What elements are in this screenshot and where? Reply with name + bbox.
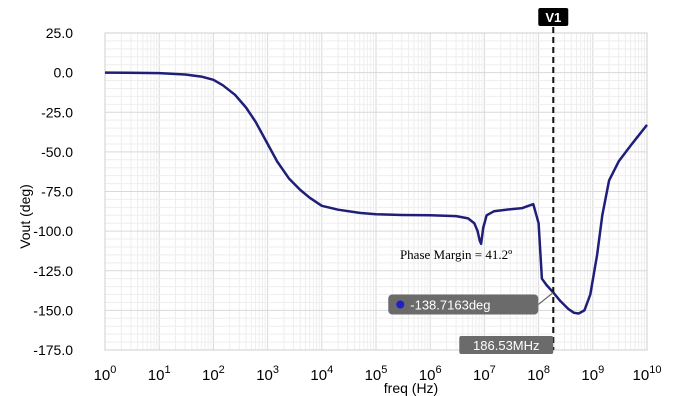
- y-tick-label: 25.0: [46, 25, 73, 41]
- y-tick-label: -50.0: [41, 144, 73, 160]
- x-axis-ticks: 100 101 102 103 104 105 106 107 108 109 1010: [94, 364, 662, 384]
- x-tick-label: 103: [256, 364, 279, 384]
- x-tick-label: 100: [94, 364, 117, 384]
- phase-margin-annotation: Phase Margin = 41.2º: [400, 247, 512, 262]
- x-tick-label: 108: [527, 364, 550, 384]
- x-axis-label: freq (Hz): [384, 380, 438, 396]
- cursor-frequency-label: 186.53MHz: [473, 338, 539, 353]
- x-tick-label: 105: [365, 364, 388, 384]
- plot-frame: [104, 32, 648, 351]
- cursor-frequency-box: [459, 336, 554, 354]
- y-tick-label: -100.0: [33, 223, 73, 239]
- x-tick-label: 107: [473, 364, 496, 384]
- y-tick-label: -25.0: [41, 104, 73, 120]
- y-tick-label: -175.0: [33, 342, 73, 358]
- marker-value-box[interactable]: [388, 294, 539, 315]
- x-tick-label: 101: [148, 364, 171, 384]
- phase-curve: [104, 71, 648, 315]
- y-tick-label: -150.0: [33, 302, 73, 318]
- x-tick-label: 106: [419, 364, 442, 384]
- marker-value-label: -138.7163deg: [410, 297, 490, 312]
- x-tick-label: 109: [581, 364, 604, 384]
- x-tick-label: 102: [202, 364, 225, 384]
- marker-leader-line: [537, 292, 554, 305]
- y-tick-label: -75.0: [41, 184, 73, 200]
- grid-lines: [104, 32, 647, 351]
- y-tick-label: 0.0: [54, 65, 74, 81]
- marker-dot: [396, 300, 405, 309]
- y-axis-label: Vout (deg): [17, 184, 33, 249]
- cursor-tag[interactable]: [538, 8, 569, 26]
- y-tick-label: -125.0: [33, 263, 73, 279]
- cursor-name: V1: [545, 10, 561, 25]
- x-tick-label: 104: [310, 364, 333, 384]
- x-tick-label: 1010: [633, 364, 662, 384]
- y-axis-ticks: 25.0 0.0 -25.0 -50.0 -75.0 -100.0 -125.0 -150.0…: [33, 25, 73, 358]
